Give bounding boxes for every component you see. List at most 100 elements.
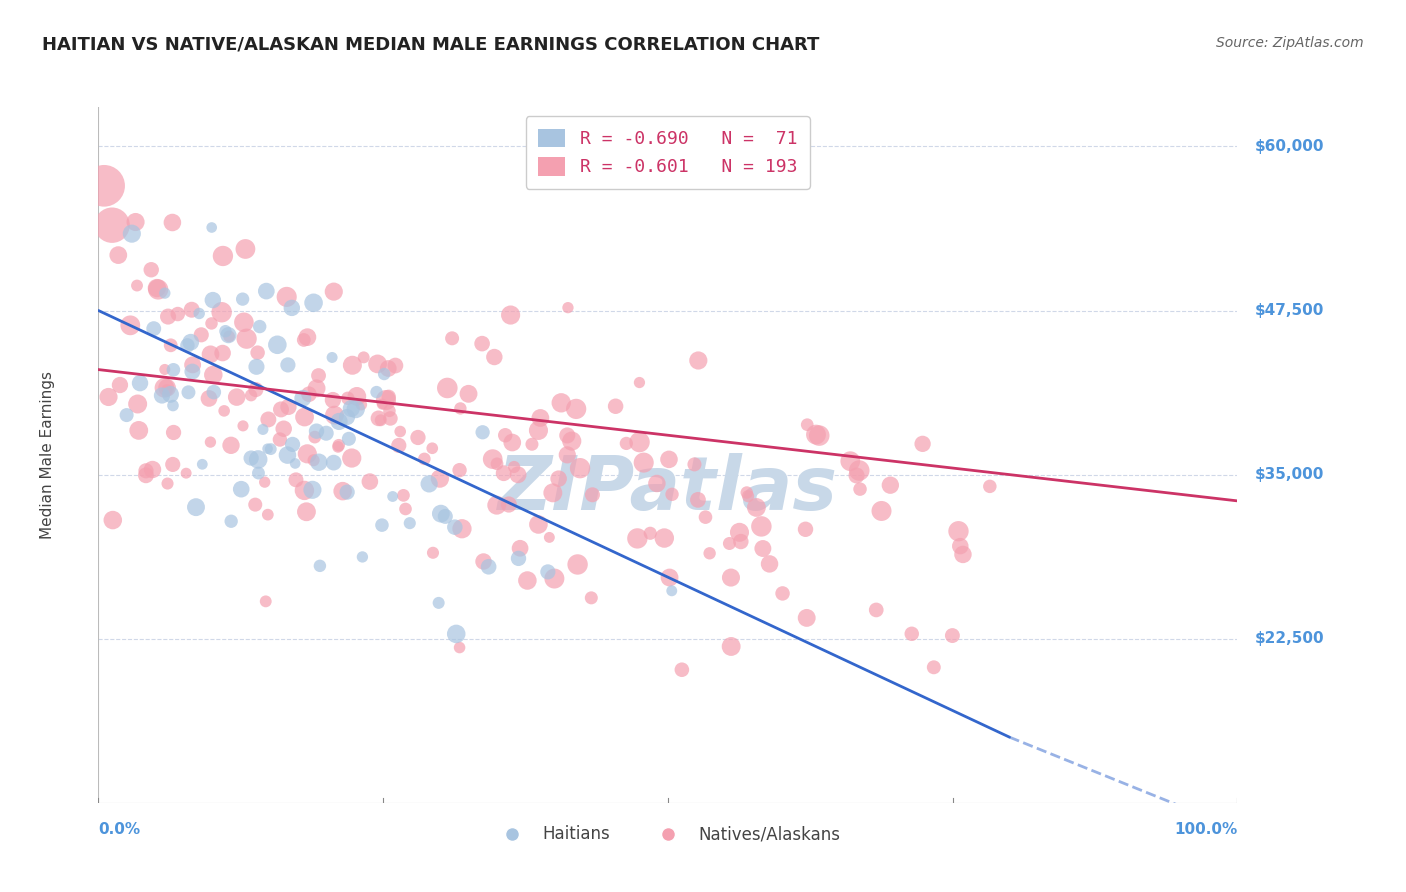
- Point: [273, 422, 295, 436]
- Point: [107, 248, 129, 262]
- Point: [93, 178, 115, 193]
- Point: [449, 640, 471, 655]
- Point: [661, 583, 683, 598]
- Point: [184, 500, 207, 515]
- Point: [260, 442, 283, 456]
- Point: [567, 558, 589, 572]
- Point: [449, 463, 471, 477]
- Point: [735, 485, 758, 500]
- Point: [718, 536, 741, 550]
- Point: [581, 488, 603, 502]
- Point: [371, 518, 394, 533]
- Point: [516, 574, 538, 588]
- Point: [373, 367, 395, 381]
- Point: [444, 627, 467, 641]
- Point: [745, 500, 768, 515]
- Point: [321, 351, 343, 365]
- Point: [200, 435, 222, 450]
- Point: [285, 473, 308, 487]
- Point: [181, 358, 204, 372]
- Point: [845, 468, 868, 483]
- Point: [849, 482, 872, 496]
- Point: [212, 404, 235, 418]
- Point: [276, 290, 298, 304]
- Point: [232, 418, 254, 433]
- Point: [695, 510, 717, 524]
- Point: [166, 307, 188, 321]
- Point: [232, 315, 254, 329]
- Point: [839, 454, 862, 468]
- Point: [494, 428, 516, 442]
- Text: $47,500: $47,500: [1254, 303, 1323, 318]
- Point: [796, 417, 818, 432]
- Point: [569, 461, 592, 475]
- Point: [808, 428, 831, 442]
- Point: [302, 453, 325, 467]
- Point: [200, 347, 222, 361]
- Point: [97, 390, 120, 404]
- Point: [865, 603, 887, 617]
- Point: [628, 376, 651, 390]
- Point: [245, 383, 267, 397]
- Point: [388, 438, 411, 452]
- Point: [413, 451, 436, 466]
- Text: Median Male Earnings: Median Male Earnings: [39, 371, 55, 539]
- Point: [527, 517, 550, 532]
- Point: [503, 460, 526, 475]
- Point: [380, 411, 402, 425]
- Point: [699, 546, 721, 560]
- Point: [162, 425, 184, 440]
- Point: [254, 284, 277, 298]
- Point: [297, 330, 319, 344]
- Point: [270, 402, 292, 417]
- Point: [225, 390, 247, 404]
- Point: [294, 410, 316, 425]
- Point: [922, 660, 945, 674]
- Point: [249, 319, 271, 334]
- Point: [367, 411, 389, 425]
- Point: [135, 468, 157, 483]
- Point: [949, 539, 972, 553]
- Point: [481, 452, 503, 467]
- Point: [658, 570, 681, 584]
- Point: [538, 530, 561, 544]
- Point: [501, 435, 523, 450]
- Point: [297, 447, 319, 461]
- Point: [406, 430, 429, 444]
- Point: [686, 492, 709, 507]
- Point: [471, 425, 494, 440]
- Point: [478, 559, 501, 574]
- Point: [352, 549, 374, 564]
- Point: [256, 508, 278, 522]
- Point: [472, 554, 495, 568]
- Point: [796, 611, 818, 625]
- Point: [323, 408, 346, 422]
- Point: [198, 392, 221, 406]
- Point: [730, 534, 752, 549]
- Point: [336, 410, 359, 425]
- Point: [200, 317, 222, 331]
- Point: [451, 522, 474, 536]
- Point: [350, 398, 373, 412]
- Point: [218, 329, 240, 343]
- Point: [254, 594, 277, 608]
- Point: [180, 302, 202, 317]
- Point: [537, 565, 560, 579]
- Point: [633, 456, 655, 470]
- Point: [340, 450, 363, 465]
- Point: [150, 388, 173, 402]
- Point: [337, 432, 360, 446]
- Legend: Haitians, Natives/Alaskans: Haitians, Natives/Alaskans: [489, 819, 846, 850]
- Point: [752, 541, 775, 556]
- Point: [141, 262, 163, 277]
- Point: [115, 408, 138, 422]
- Point: [235, 332, 257, 346]
- Point: [304, 430, 326, 444]
- Point: [366, 385, 388, 400]
- Point: [527, 424, 550, 438]
- Point: [181, 365, 204, 379]
- Point: [180, 335, 202, 350]
- Point: [377, 361, 399, 376]
- Point: [498, 498, 520, 512]
- Point: [457, 386, 479, 401]
